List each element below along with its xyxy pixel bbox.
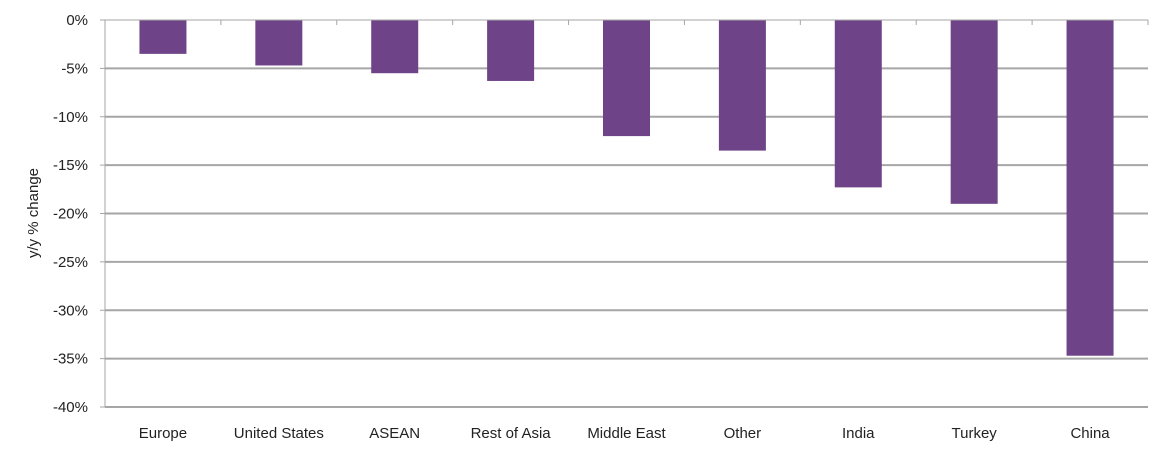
y-tick-label: -10% (53, 109, 88, 126)
x-tick-label: Middle East (587, 425, 666, 442)
y-axis-title: y/y % change (25, 168, 42, 258)
bar (1066, 20, 1114, 356)
bar (371, 20, 419, 74)
y-tick-labels: 0% -5% -10% -15% -20% -25% -30% -35% -40% (53, 12, 88, 416)
axes (100, 19, 1149, 408)
y-tick-label: -5% (61, 60, 88, 77)
bar (255, 20, 303, 66)
y-tick-label: -40% (53, 399, 88, 416)
y-tick-label: -35% (53, 351, 88, 368)
x-tick-label: India (842, 425, 875, 442)
bars (139, 20, 1114, 356)
bar (834, 20, 882, 188)
y-tick-label: 0% (66, 12, 88, 29)
x-tick-label: China (1070, 425, 1110, 442)
x-tick-label: Rest of Asia (471, 425, 552, 442)
bar (950, 20, 998, 204)
bar (139, 20, 187, 54)
x-tick-label: Turkey (952, 425, 998, 442)
x-tick-label: Europe (139, 425, 187, 442)
x-tick-label: ASEAN (369, 425, 420, 442)
y-tick-label: -25% (53, 254, 88, 271)
x-tick-labels: Europe United States ASEAN Rest of Asia Midd… (139, 425, 1111, 442)
bar (718, 20, 766, 151)
y-tick-label: -20% (53, 206, 88, 223)
x-tick-label: United States (234, 425, 324, 442)
bar (487, 20, 535, 81)
y-tick-label: -30% (53, 302, 88, 319)
gridlines (105, 67, 1148, 360)
x-tick-label: Other (724, 425, 762, 442)
y-tick-label: -15% (53, 157, 88, 174)
bar (603, 20, 650, 137)
